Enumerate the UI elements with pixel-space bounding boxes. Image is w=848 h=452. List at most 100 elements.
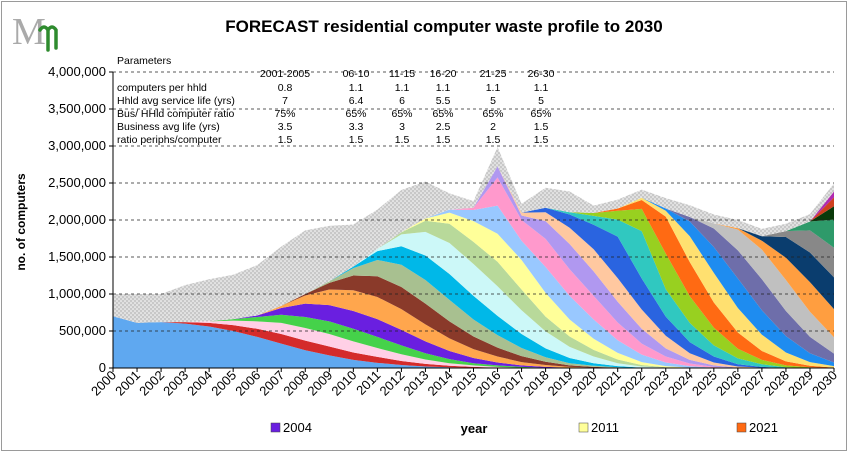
x-tick-label: 2015 (449, 368, 480, 399)
area-series-2007 (113, 289, 834, 368)
y-tick-label: 1,500,000 (48, 249, 106, 264)
chart-title: FORECAST residential computer waste prof… (225, 17, 663, 36)
y-tick-label: 3,000,000 (48, 138, 106, 153)
logo-icon: M (12, 11, 58, 53)
parameters-cell: 75% (274, 108, 295, 120)
parameters-row-label: computers per hhld (117, 82, 207, 94)
parameters-cell: 3.5 (278, 121, 293, 133)
legend-swatch (736, 422, 747, 433)
parameters-cell: 6.4 (349, 95, 364, 107)
parameters-column-header: 06-10 (343, 68, 370, 80)
x-tick-label: 2007 (256, 368, 287, 399)
x-tick-label: 2012 (376, 368, 407, 399)
x-tick-label: 2019 (545, 368, 576, 399)
area-series-2012 (113, 220, 834, 368)
x-axis-label: year (461, 421, 488, 436)
legend-item-2004: 2004 (270, 420, 312, 435)
parameters-cell: 65% (530, 108, 551, 120)
legend-swatch (578, 422, 589, 433)
x-tick-label: 2011 (353, 368, 383, 398)
x-tick-label: 2009 (304, 368, 335, 399)
logo-green-mark (38, 25, 58, 52)
parameters-cell: 1.1 (534, 82, 549, 94)
parameters-column-header: 11-15 (389, 68, 415, 80)
parameters-cell: 1.1 (486, 82, 501, 94)
parameters-row-label: ratio periphs/computer (117, 134, 222, 146)
parameters-cell: 1.5 (534, 121, 549, 133)
area-series-2004 (113, 316, 834, 368)
parameters-cell: 65% (391, 108, 412, 120)
legend: 2004 2011 2021 (270, 420, 778, 435)
x-tick-label: 2013 (400, 368, 431, 399)
parameters-cell: 1.5 (534, 134, 549, 146)
x-tick-label: 2018 (521, 368, 552, 399)
x-tick-label: 2005 (208, 368, 239, 399)
x-tick-label: 2008 (280, 368, 311, 399)
x-tick-label: 2020 (569, 368, 600, 399)
x-tick-label: 2017 (497, 368, 528, 399)
parameters-heading: Parameters (117, 55, 171, 67)
y-tick-label: 4,000,000 (48, 64, 106, 79)
x-tick-label: 2024 (665, 368, 696, 399)
legend-swatch (270, 422, 281, 433)
x-tick-label: 2010 (328, 368, 359, 399)
parameters-cell: 1.1 (349, 82, 364, 94)
parameters-cell: 1.1 (436, 82, 451, 94)
x-tick-label: 2026 (713, 368, 744, 399)
x-tick-label: 2027 (737, 368, 768, 399)
x-tick-label: 2021 (593, 368, 624, 399)
x-tick-label: 2028 (761, 368, 792, 399)
parameters-cell: 5 (538, 95, 544, 107)
legend-item-2011: 2011 (578, 420, 619, 435)
x-tick-label: 2000 (88, 368, 119, 399)
legend-label: 2011 (591, 420, 619, 435)
area-series-pre-2003 (113, 316, 834, 368)
y-axis-label: no. of computers (14, 173, 28, 271)
legend-label: 2021 (749, 420, 778, 435)
parameters-cell: 1.5 (278, 134, 293, 146)
x-tick-label: 2006 (232, 368, 263, 399)
parameters-column-header: 21-25 (480, 68, 507, 80)
area-series-2021 (113, 166, 834, 368)
parameters-cell: 2.5 (436, 121, 451, 133)
parameters-cell: 0.8 (278, 82, 293, 94)
parameters-column-header: 26-30 (528, 68, 555, 80)
parameters-cell: 65% (482, 108, 503, 120)
parameters-cell: 1.5 (395, 134, 410, 146)
parameters-cell: 1.5 (486, 134, 501, 146)
y-tick-label: 0 (99, 360, 106, 375)
y-tick-label: 500,000 (59, 323, 106, 338)
parameters-cell: 2 (490, 121, 496, 133)
x-tick-label: 2023 (641, 368, 672, 399)
area-series-peripherals (113, 147, 834, 323)
parameters-cell: 65% (345, 108, 366, 120)
legend-label: 2004 (283, 420, 312, 435)
parameters-cell: 1.5 (349, 134, 364, 146)
parameters-table: Parameters 2001-2005 06-10 11-15 16-20 21-25 2… (117, 55, 555, 146)
parameters-cell: 65% (432, 108, 453, 120)
logo-letter-m: M (12, 11, 46, 53)
parameters-cell: 6 (399, 95, 405, 107)
x-tick-label: 2014 (425, 368, 456, 399)
legend-item-2021: 2021 (736, 420, 778, 435)
parameters-cell: 3.3 (349, 121, 364, 133)
y-tick-label: 2,000,000 (48, 212, 106, 227)
x-tick-label: 2004 (184, 368, 215, 399)
area-series-2018 (113, 166, 834, 368)
area-series-2010 (113, 246, 834, 368)
parameters-column-header: 16-20 (430, 68, 457, 80)
y-tick-label: 2,500,000 (48, 175, 106, 190)
parameters-row-label: Bus/ HHld computer ratio (117, 108, 234, 120)
parameters-cell: 5 (490, 95, 496, 107)
parameters-row-label: Hhld avg service life (yrs) (117, 95, 235, 107)
parameters-cell: 7 (282, 95, 288, 107)
parameters-row-label: Business avg life (yrs) (117, 121, 220, 133)
grid-lines (113, 71, 834, 332)
x-tick-label: 2002 (136, 368, 167, 399)
x-tick-label: 2003 (160, 368, 191, 399)
parameters-cell: 3 (399, 121, 405, 133)
x-tick-label: 2016 (473, 368, 504, 399)
x-tick-label: 2001 (112, 368, 143, 399)
x-tick-label: 2030 (809, 368, 840, 399)
